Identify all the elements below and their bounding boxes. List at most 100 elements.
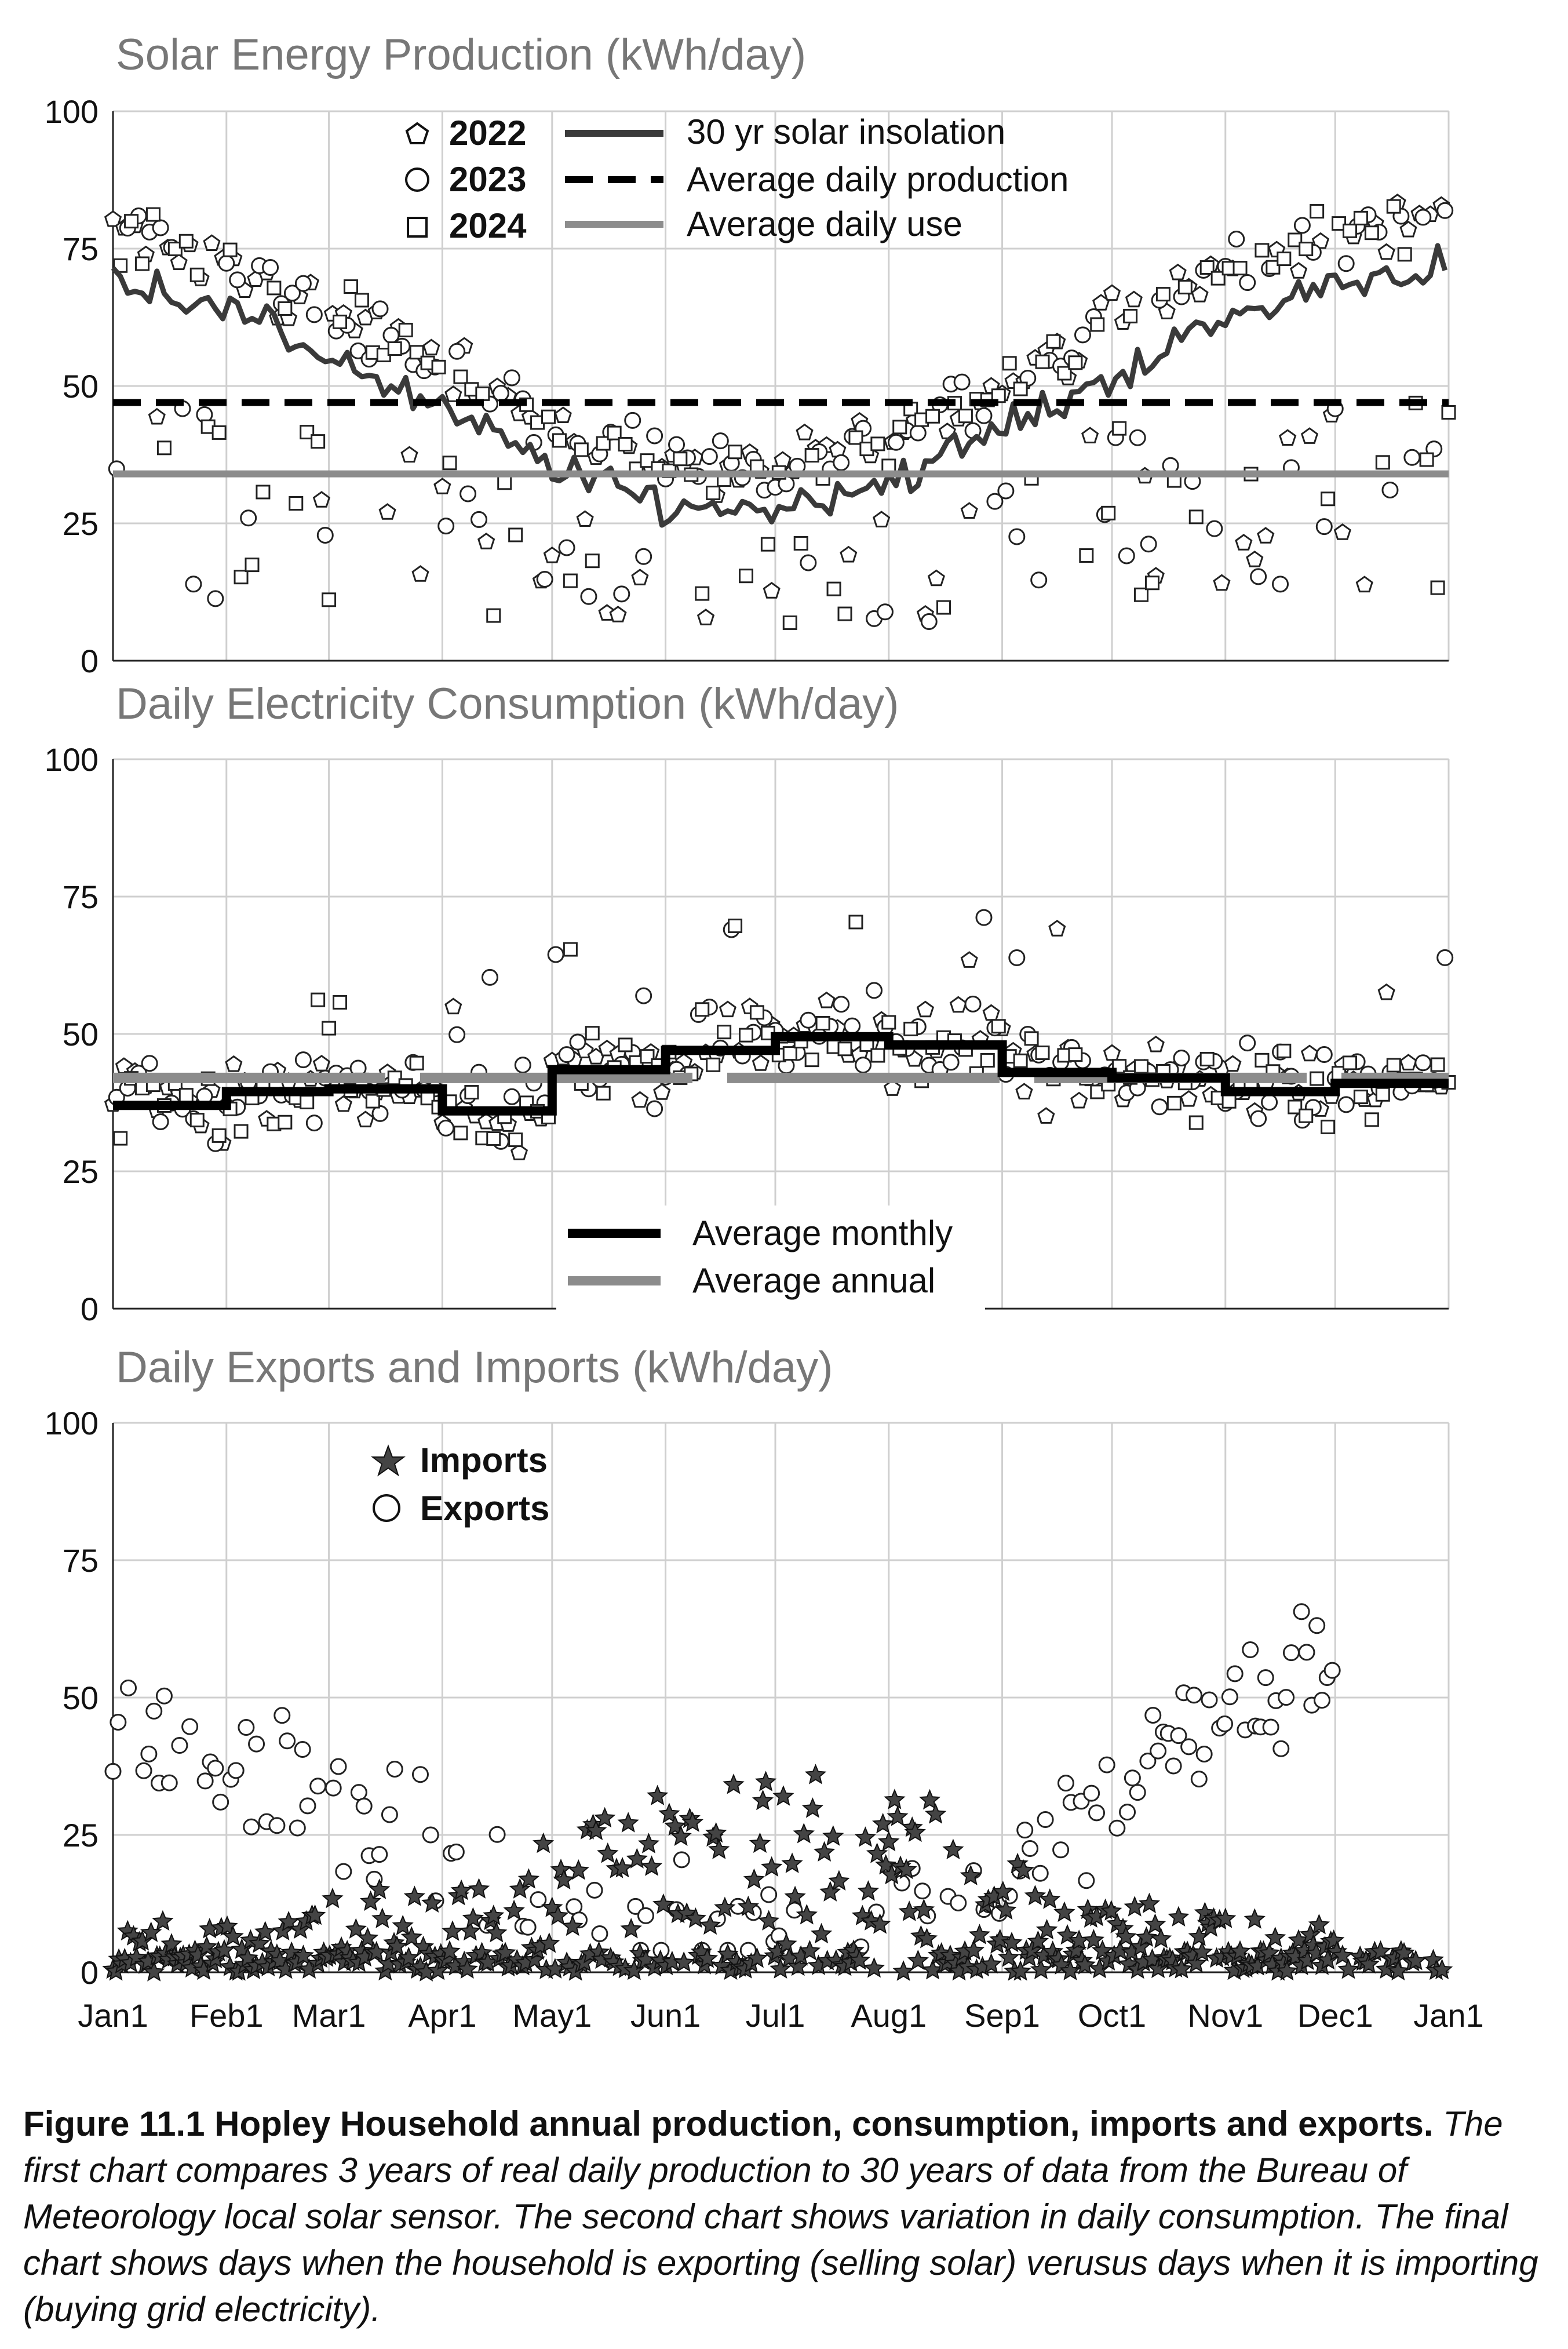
import-point xyxy=(863,1957,885,1978)
consumption-2024-point xyxy=(837,1041,852,1057)
export-point xyxy=(1170,1727,1187,1745)
production-2023-point xyxy=(1239,274,1256,292)
export-point xyxy=(386,1760,403,1778)
consumption-2024-point xyxy=(1353,1090,1368,1105)
import-point xyxy=(617,1812,639,1833)
production-2022-point xyxy=(477,532,495,549)
export-point xyxy=(381,1806,398,1823)
import-point xyxy=(1185,1952,1207,1973)
import-point xyxy=(304,1904,326,1925)
consumption-2024-point xyxy=(695,1002,710,1017)
import-point xyxy=(483,1904,505,1925)
production-2023-point xyxy=(294,275,312,292)
import-point xyxy=(980,1953,1002,1974)
production-2024-point xyxy=(486,608,501,623)
production-2024-point xyxy=(1035,354,1050,369)
import-point xyxy=(398,1946,420,1968)
consumption-2023-point xyxy=(942,1054,960,1071)
import-point xyxy=(869,1913,891,1934)
import-point xyxy=(400,1926,422,1947)
export-point xyxy=(309,1778,327,1795)
production-2023-point xyxy=(1272,576,1289,593)
import-point xyxy=(359,1890,382,1911)
production-2024-point xyxy=(760,537,775,552)
consumption-2024-point xyxy=(1199,1051,1215,1066)
consumption-2022-point xyxy=(1377,983,1395,1000)
production-2023-point xyxy=(1140,536,1157,553)
consumption-2023-point xyxy=(975,909,993,926)
x-tick-label: Aug1 xyxy=(851,1997,927,2034)
production-2024-point xyxy=(1397,247,1412,262)
production-2023-point xyxy=(240,509,257,527)
export-point xyxy=(1052,1841,1070,1859)
chart1-legend: 2022 2023 2024 30 yr solar insolation Av… xyxy=(405,112,1069,245)
consumption-2022-point xyxy=(884,1079,902,1096)
export-point xyxy=(1221,1688,1238,1706)
import-point xyxy=(743,1868,765,1889)
production-2022-point xyxy=(1279,429,1297,446)
consumption-2023-point xyxy=(1008,949,1026,966)
import-point xyxy=(749,1832,771,1853)
production-2023-point xyxy=(1118,547,1135,565)
legend-imports-marker xyxy=(371,1444,406,1477)
import-point xyxy=(1276,1960,1298,1981)
import-point xyxy=(878,1830,900,1852)
chart2-title: Daily Electricity Consumption (kWh/day) xyxy=(116,679,899,729)
production-2022-point xyxy=(444,385,462,402)
import-point xyxy=(1358,1953,1380,1974)
production-2022-point xyxy=(422,338,440,356)
production-2023-point xyxy=(371,300,389,318)
production-2023-point xyxy=(986,493,1004,510)
import-point xyxy=(784,1885,806,1907)
production-2024-point xyxy=(234,570,249,585)
import-point xyxy=(1115,1925,1137,1947)
export-point xyxy=(411,1766,429,1783)
production-2024-point xyxy=(596,436,611,451)
export-point xyxy=(1037,1811,1054,1829)
import-point xyxy=(652,1893,674,1914)
production-2023-point xyxy=(471,511,488,528)
export-point xyxy=(1083,1784,1100,1802)
chart2-lines xyxy=(113,1032,1449,1116)
consumption-2022-point xyxy=(982,1004,1000,1021)
export-point xyxy=(1150,1742,1167,1760)
export-point xyxy=(1129,1784,1146,1801)
export-point xyxy=(207,1760,224,1777)
consumption-2023-point xyxy=(569,1033,586,1051)
production-2023-point xyxy=(876,603,894,621)
export-point xyxy=(1323,1662,1341,1679)
import-point xyxy=(1244,1908,1266,1929)
production-2023-point xyxy=(1250,568,1267,585)
chart3-legend: Imports Exports xyxy=(371,1441,549,1528)
consumption-2024-point xyxy=(409,1055,424,1070)
consumption-2023-point xyxy=(1173,1049,1190,1066)
production-2022-point xyxy=(400,446,418,463)
x-tick-label: Dec1 xyxy=(1297,1997,1373,2034)
import-point xyxy=(828,1870,850,1891)
production-2024-point xyxy=(289,496,304,511)
consumption-2022-point xyxy=(1070,1091,1088,1109)
consumption-2024-point xyxy=(991,1019,1006,1034)
x-tick-label: Jan1 xyxy=(78,1997,148,2034)
consumption-2022-point xyxy=(1224,1055,1242,1072)
average-monthly-line xyxy=(113,1032,1449,1116)
export-point xyxy=(1272,1740,1290,1757)
production-2024-point xyxy=(1155,287,1170,302)
production-2024-point xyxy=(1057,366,1072,381)
import-point xyxy=(746,1947,768,1968)
import-point xyxy=(1337,1958,1359,1979)
import-point xyxy=(925,1803,947,1824)
production-2024-point xyxy=(991,388,1006,403)
production-2023-point xyxy=(1403,449,1421,466)
production-2024-point xyxy=(497,475,512,490)
import-point xyxy=(673,1951,695,1972)
import-point xyxy=(486,1921,508,1943)
import-point xyxy=(962,1939,984,1960)
chart1-grid xyxy=(112,110,1450,662)
import-point xyxy=(810,1922,833,1944)
y-tick-label: 50 xyxy=(63,368,99,405)
consumption-2023-point xyxy=(141,1055,158,1072)
import-point xyxy=(761,1856,783,1877)
production-2023-point xyxy=(613,585,630,603)
production-2023-point xyxy=(635,548,652,565)
